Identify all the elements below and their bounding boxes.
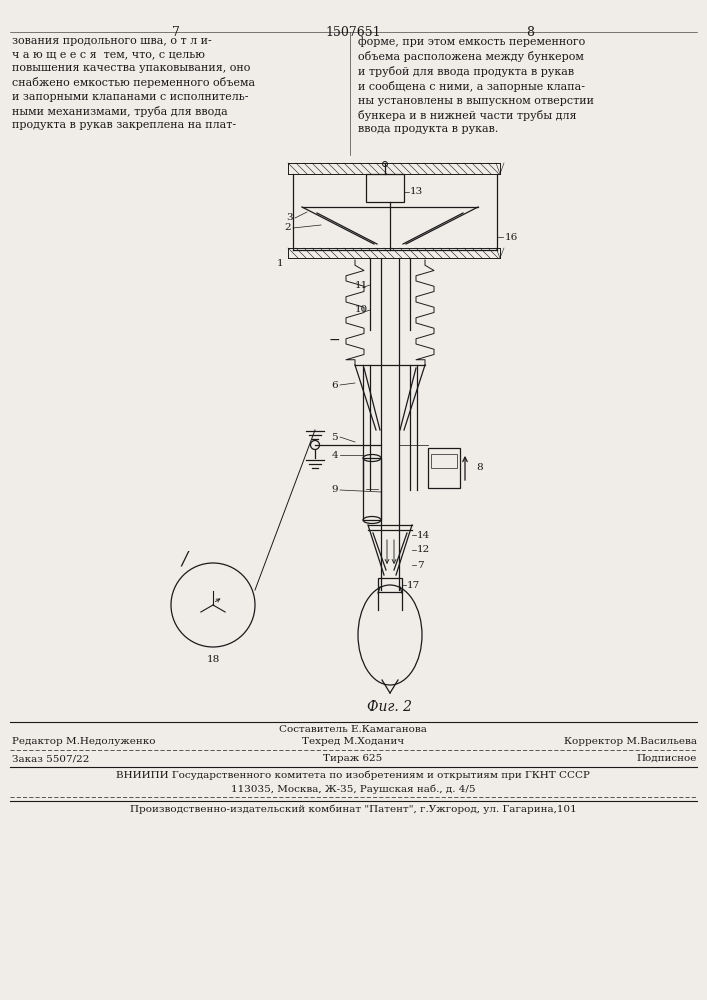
Text: 7: 7 [417, 560, 423, 570]
Text: /: / [182, 551, 188, 569]
Bar [363, 458, 381, 520]
Bar [366, 174, 404, 202]
Text: 8: 8 [476, 464, 483, 473]
Text: зования продольного шва, о т л и-
ч а ю щ е е с я  тем, что, с целью
повышения к: зования продольного шва, о т л и- ч а ю … [12, 36, 255, 130]
Text: 13: 13 [410, 188, 423, 196]
Bar [431, 454, 457, 468]
Text: 1: 1 [276, 259, 283, 268]
Text: Техред М.Ходанич: Техред М.Ходанич [302, 737, 404, 746]
Text: 113035, Москва, Ж-35, Раушская наб., д. 4/5: 113035, Москва, Ж-35, Раушская наб., д. … [230, 784, 475, 794]
Text: 10: 10 [355, 306, 368, 314]
Text: Редактор М.Недолуженко: Редактор М.Недолуженко [12, 737, 156, 746]
Text: 2: 2 [284, 224, 291, 232]
Text: 3: 3 [286, 214, 293, 223]
Text: 17: 17 [407, 580, 420, 589]
Bar [378, 578, 402, 592]
Text: 4: 4 [332, 450, 338, 460]
Text: Заказ 5507/22: Заказ 5507/22 [12, 754, 89, 763]
Text: 11: 11 [355, 280, 368, 290]
Text: 16: 16 [505, 232, 518, 241]
Text: 12: 12 [417, 546, 431, 554]
Text: 9: 9 [332, 486, 338, 494]
Text: 6: 6 [332, 380, 338, 389]
Text: Корректор М.Васильева: Корректор М.Васильева [564, 737, 697, 746]
Text: Составитель Е.Камаганова: Составитель Е.Камаганова [279, 725, 427, 734]
Text: 8: 8 [526, 26, 534, 39]
Text: −: − [328, 333, 340, 347]
Text: Подписное: Подписное [636, 754, 697, 763]
Text: Фиг. 2: Фиг. 2 [368, 700, 412, 714]
Text: 18: 18 [206, 654, 220, 664]
Text: форме, при этом емкость переменного
объема расположена между бункером
и трубой д: форме, при этом емкость переменного объе… [358, 36, 594, 134]
Text: Производственно-издательский комбинат "Патент", г.Ужгород, ул. Гагарина,101: Производственно-издательский комбинат "П… [129, 805, 576, 814]
Text: 7: 7 [172, 26, 180, 39]
Text: ВНИИПИ Государственного комитета по изобретениям и открытиям при ГКНТ СССР: ВНИИПИ Государственного комитета по изоб… [116, 771, 590, 780]
Text: 1507651: 1507651 [325, 26, 381, 39]
Text: Тираж 625: Тираж 625 [323, 754, 382, 763]
Bar [428, 448, 460, 488]
Text: 5: 5 [332, 432, 338, 442]
Text: 14: 14 [417, 530, 431, 540]
